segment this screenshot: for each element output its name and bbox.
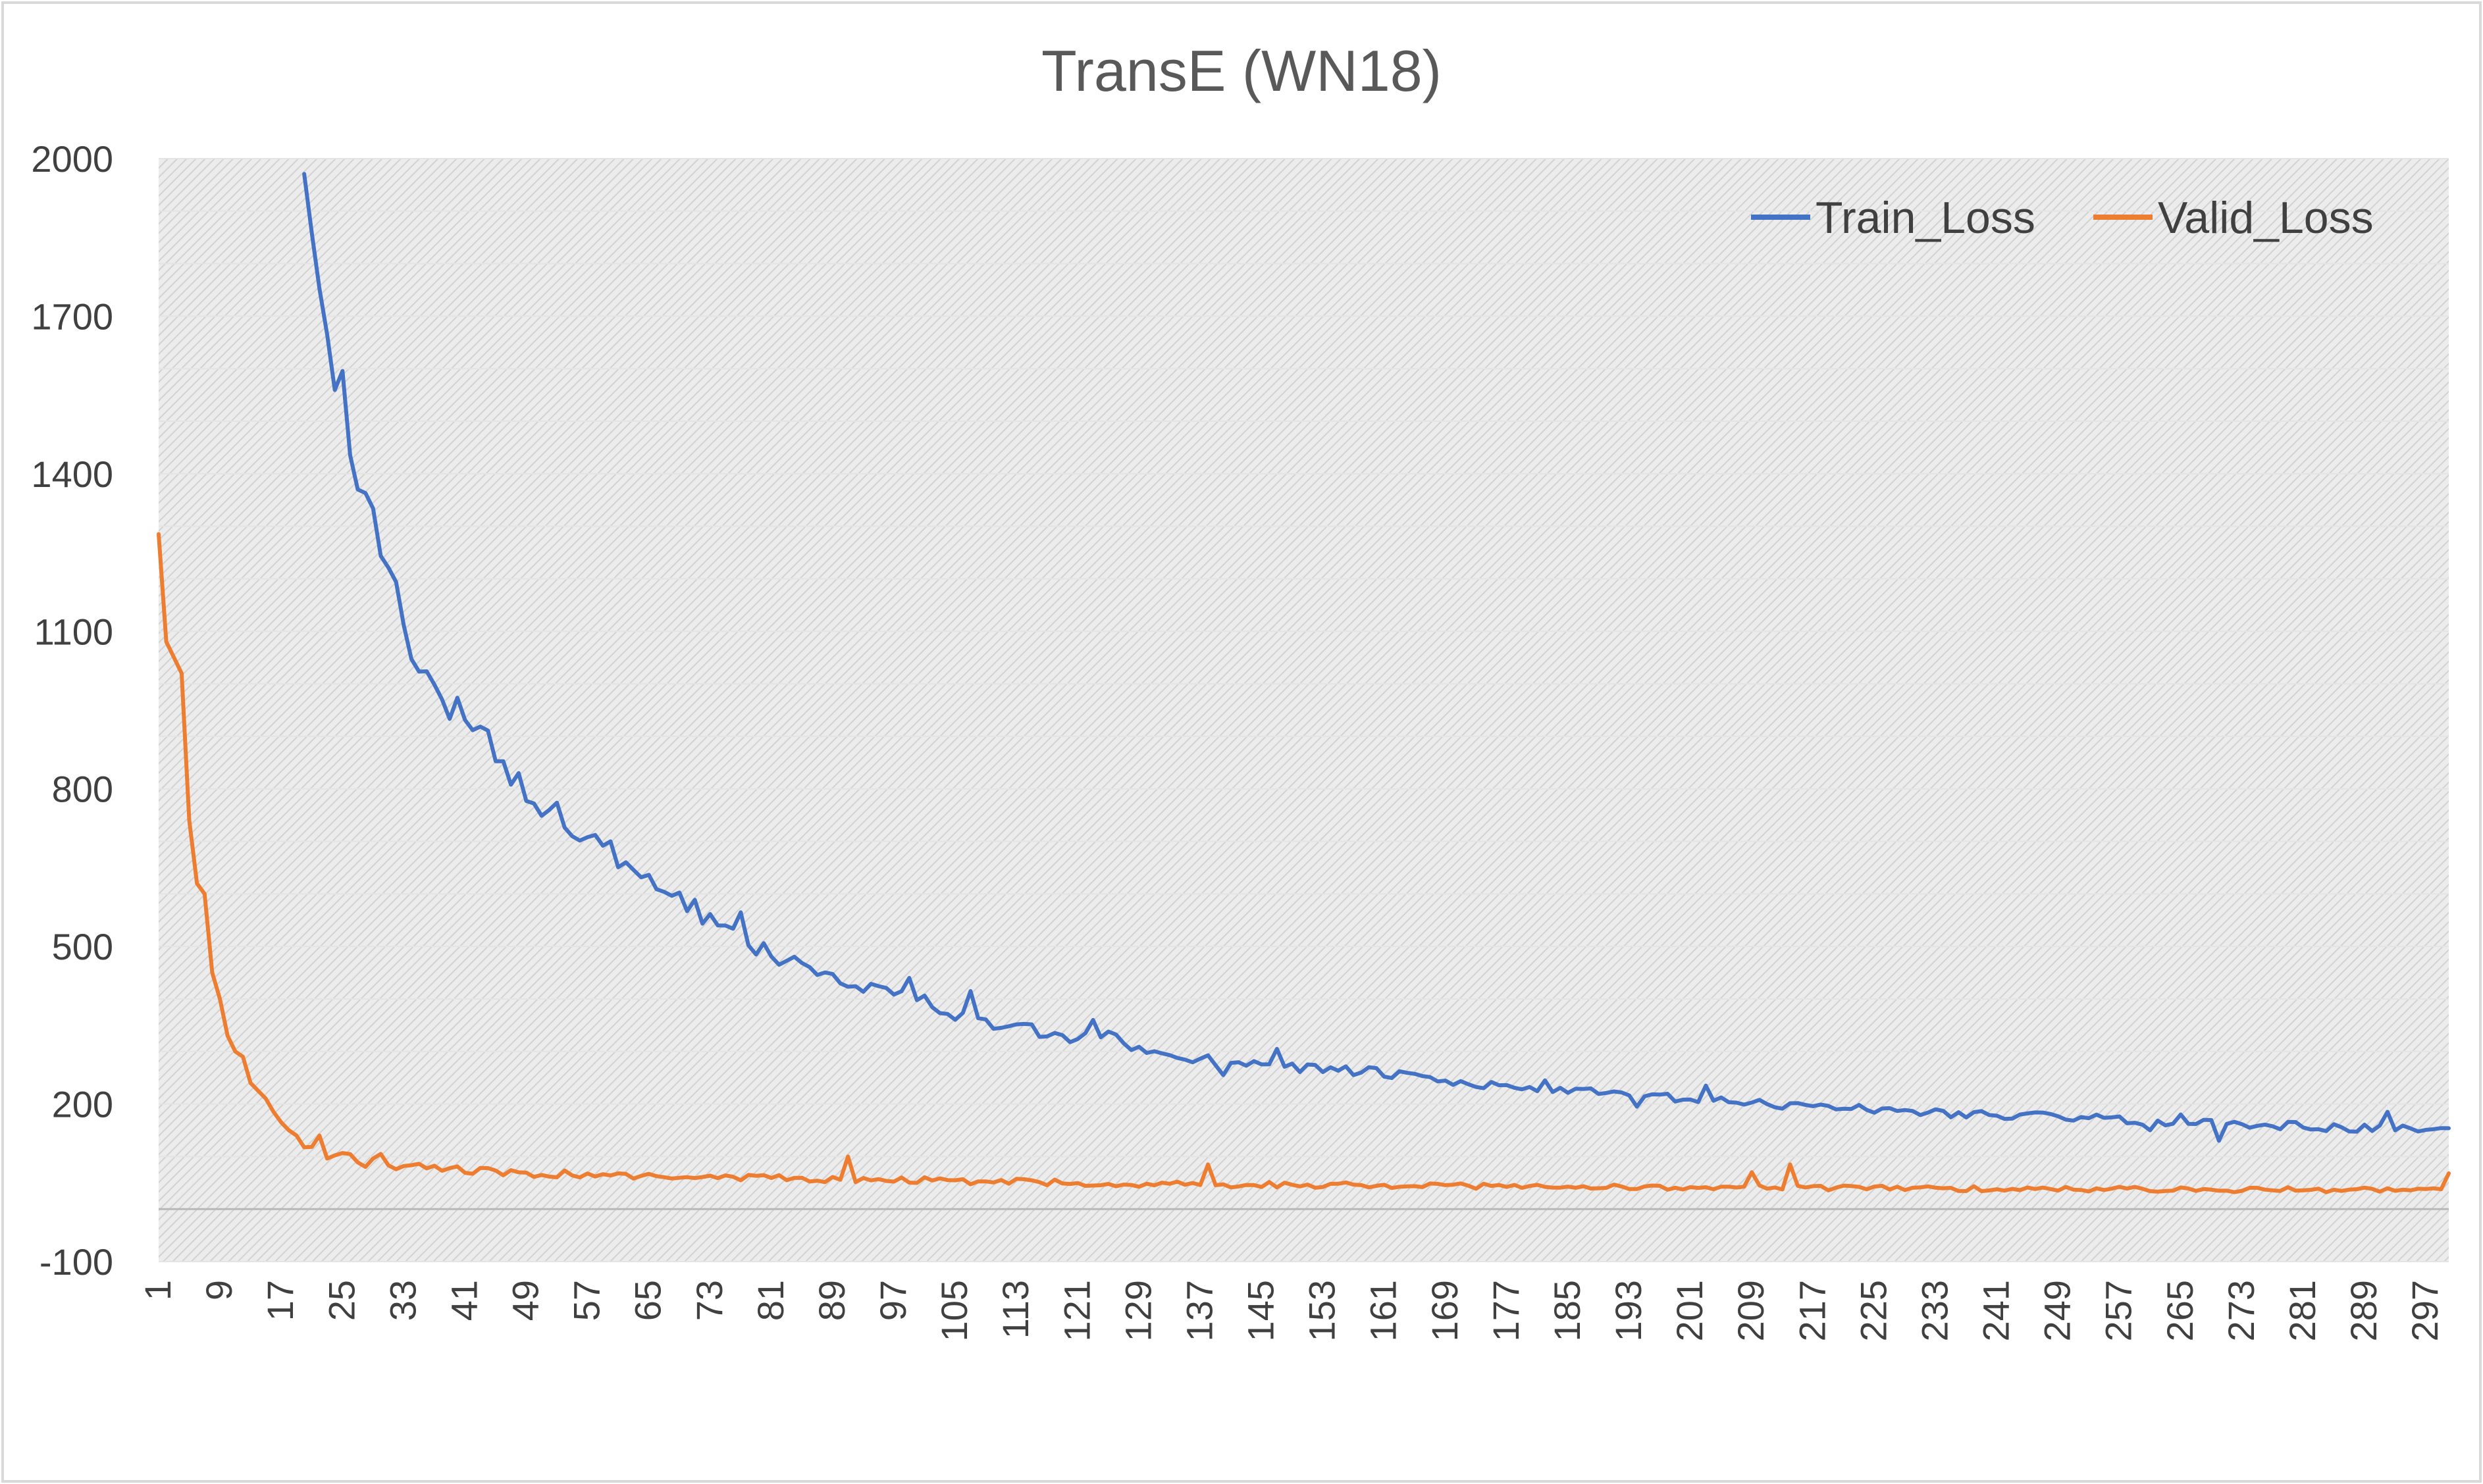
x-tick-label: 113 xyxy=(995,1280,1036,1339)
x-tick-label: 33 xyxy=(382,1280,423,1321)
x-tick-label: 137 xyxy=(1178,1280,1220,1341)
series-lines xyxy=(157,172,2451,1194)
x-tick-label: 153 xyxy=(1301,1280,1343,1341)
x-tick-label: 297 xyxy=(2404,1280,2445,1341)
x-tick-label: 225 xyxy=(1852,1280,1894,1341)
x-tick-label: 209 xyxy=(1730,1280,1771,1341)
x-tick-label: 249 xyxy=(2037,1280,2078,1341)
x-tick-label: 129 xyxy=(1117,1280,1159,1341)
y-tick-label: 1700 xyxy=(31,295,113,337)
x-tick-label: 1 xyxy=(137,1280,178,1300)
x-tick-label: 97 xyxy=(872,1280,914,1321)
chart-title: TransE (WN18) xyxy=(1041,38,1442,103)
x-tick-label: 217 xyxy=(1791,1280,1833,1341)
legend: Train_Loss Valid_Loss xyxy=(1751,193,2374,243)
x-tick-label: 273 xyxy=(2220,1280,2262,1341)
x-tick-label: 201 xyxy=(1669,1280,1710,1341)
x-tick-label: 25 xyxy=(321,1280,362,1321)
y-tick-label: 1100 xyxy=(34,611,113,652)
legend-label-valid-loss: Valid_Loss xyxy=(2158,193,2374,243)
series-line-train-loss xyxy=(302,172,2451,1143)
x-tick-label: 81 xyxy=(750,1280,791,1321)
y-tick-label: -100 xyxy=(39,1241,113,1283)
legend-label-train-loss: Train_Loss xyxy=(1816,193,2035,243)
x-tick-label: 193 xyxy=(1607,1280,1649,1341)
gridlines xyxy=(159,158,2449,1262)
x-tick-label: 281 xyxy=(2282,1280,2323,1341)
x-tick-label: 9 xyxy=(198,1280,240,1300)
x-tick-label: 233 xyxy=(1914,1280,1955,1341)
x-tick-label: 73 xyxy=(689,1280,730,1321)
x-tick-label: 17 xyxy=(259,1280,301,1321)
x-tick-label: 41 xyxy=(443,1280,484,1321)
x-tick-label: 241 xyxy=(1975,1280,2017,1341)
x-tick-label: 57 xyxy=(566,1280,608,1321)
x-tick-label: 289 xyxy=(2343,1280,2384,1341)
x-tick-label: 265 xyxy=(2159,1280,2201,1341)
y-tick-label: 800 xyxy=(52,769,113,810)
x-tick-label: 145 xyxy=(1240,1280,1282,1341)
x-tick-label: 89 xyxy=(811,1280,852,1321)
x-tick-label: 161 xyxy=(1363,1280,1404,1341)
x-axis-tick-labels: 1 9 17 25 33 41 49 57 65 73 81 89 97 105 113 121 129 137 1… xyxy=(137,1280,2445,1341)
y-axis-tick-labels: -100 200 500 800 1100 1400 1700 2000 xyxy=(31,138,113,1283)
series-line-valid-loss xyxy=(157,532,2451,1194)
x-tick-label: 177 xyxy=(1485,1280,1527,1341)
x-tick-label: 185 xyxy=(1546,1280,1588,1341)
y-tick-label: 2000 xyxy=(31,138,113,180)
y-tick-label: 1400 xyxy=(31,453,113,495)
x-tick-label: 65 xyxy=(627,1280,669,1321)
x-tick-label: 169 xyxy=(1424,1280,1465,1341)
x-tick-label: 105 xyxy=(933,1280,975,1341)
x-tick-label: 121 xyxy=(1056,1280,1097,1341)
plot-area xyxy=(159,159,2449,1262)
y-tick-label: 200 xyxy=(52,1084,113,1125)
x-tick-label: 49 xyxy=(505,1280,546,1321)
x-tick-label: 257 xyxy=(2098,1280,2139,1341)
y-tick-label: 500 xyxy=(52,926,113,967)
